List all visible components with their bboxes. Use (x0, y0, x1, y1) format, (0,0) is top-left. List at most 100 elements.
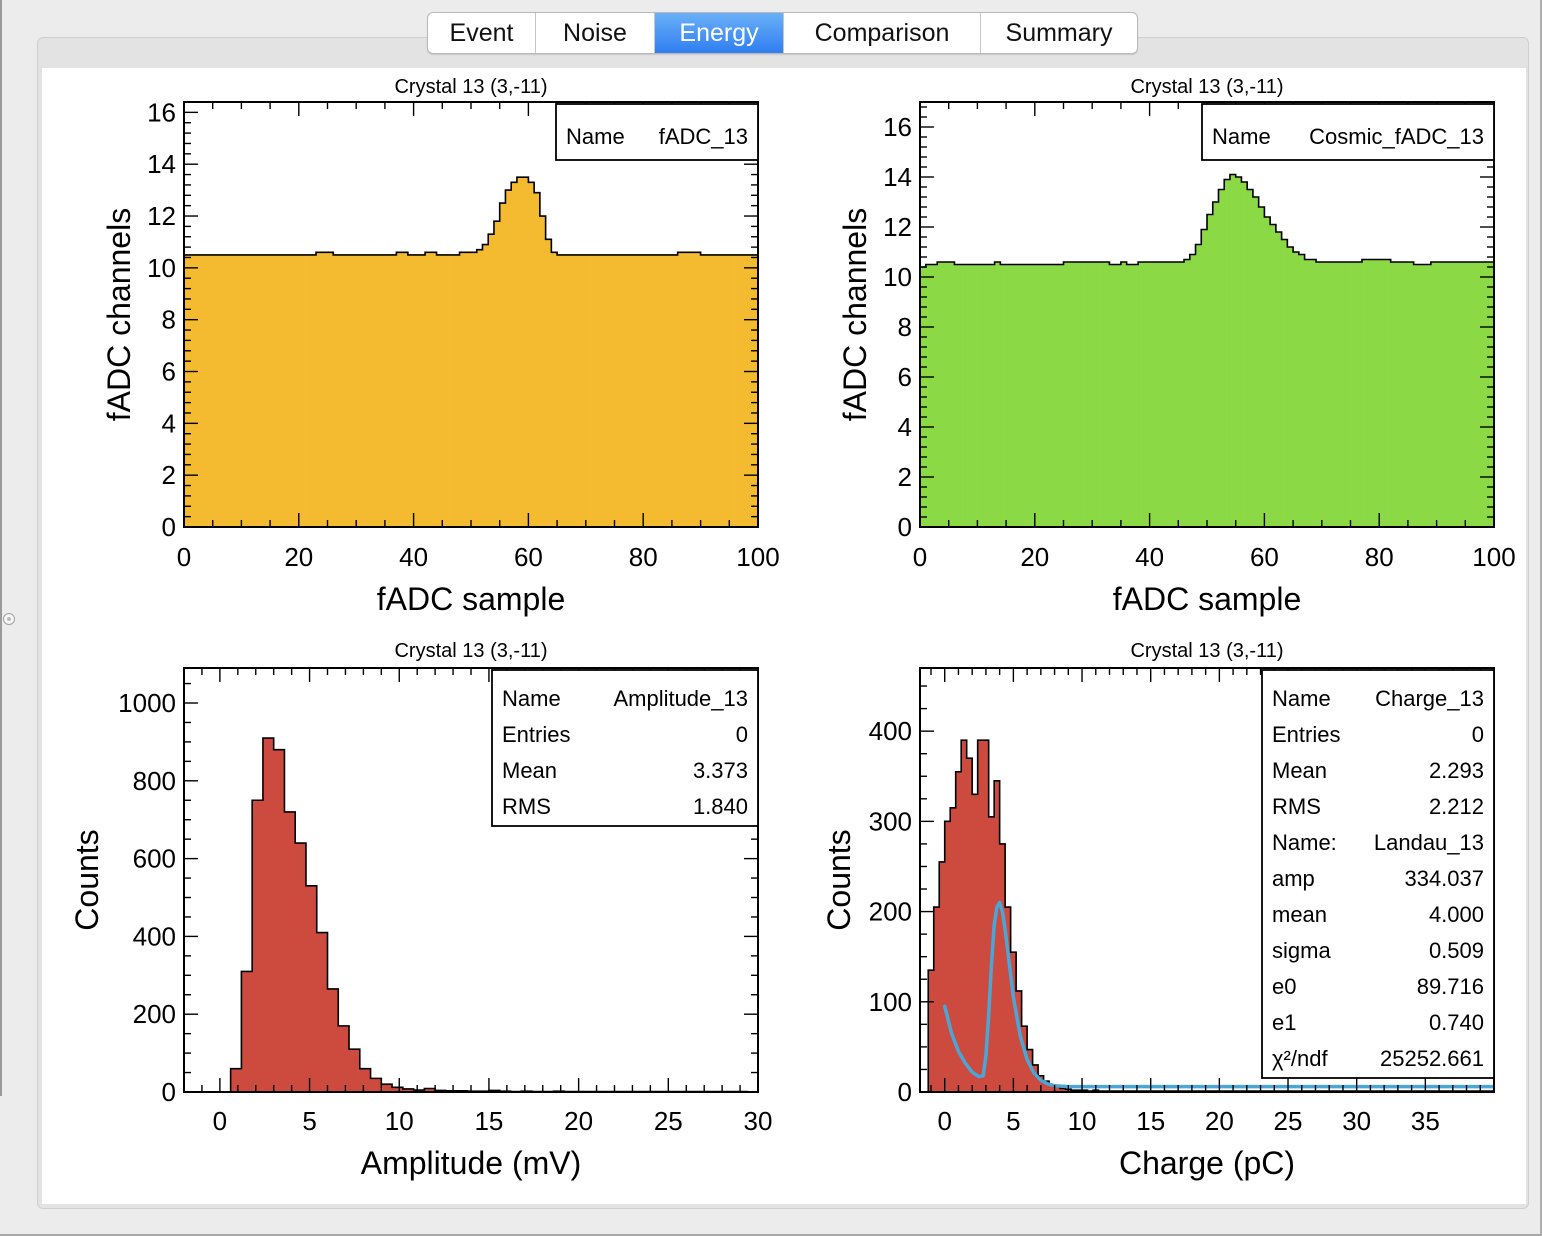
stats-box (1261, 669, 1495, 1079)
histogram-bar (1043, 1081, 1050, 1092)
stats-value: 0 (1472, 722, 1484, 747)
histogram-bar (241, 254, 248, 527)
histogram-bar (643, 254, 650, 527)
histogram-bar (689, 252, 696, 527)
histogram-bar (740, 254, 747, 527)
histogram-bar (293, 254, 300, 527)
histogram-bar (1212, 202, 1219, 527)
y-tick-label: 4 (898, 412, 912, 442)
x-tick-label: 100 (736, 542, 779, 572)
y-tick-label: 4 (162, 408, 176, 438)
histogram-bar (614, 254, 621, 527)
y-tick-label: 300 (869, 806, 912, 836)
tab-event[interactable]: Event (428, 13, 536, 53)
histogram-bar (476, 249, 483, 527)
histogram-bar (212, 254, 219, 527)
histogram-bar (184, 254, 191, 527)
histogram-bar (746, 254, 753, 527)
x-tick-label: 10 (385, 1106, 414, 1136)
x-tick-label: 20 (1020, 542, 1049, 572)
x-tick-label: 15 (474, 1106, 503, 1136)
histogram-bar (453, 254, 460, 527)
y-tick-label: 600 (133, 844, 176, 874)
x-tick-label: 35 (1411, 1106, 1440, 1136)
histogram-bar (275, 254, 282, 527)
stats-label: e1 (1272, 1010, 1296, 1035)
histogram-bar (1281, 239, 1288, 527)
histogram-bar (539, 216, 547, 527)
stats-value: 0.740 (1429, 1010, 1484, 1035)
histogram-bar (1361, 259, 1369, 527)
histogram-bar (298, 254, 305, 527)
splitter-handle[interactable] (3, 613, 15, 625)
histogram-bar (206, 254, 214, 527)
histogram-bar (321, 252, 328, 527)
tab-noise[interactable]: Noise (536, 13, 655, 53)
histogram-bar (390, 254, 397, 527)
histogram-bar (1275, 232, 1283, 527)
histogram-bar (1419, 264, 1426, 527)
histogram-bar (499, 203, 506, 527)
histogram-bar (273, 749, 285, 1092)
histogram-bar (1247, 189, 1254, 527)
histogram-bar (694, 252, 701, 527)
chart-1: 0 20 40 60 80 100 0 2 4 6 8 10 12 14 16 Crystal 13 (3,-… (101, 76, 780, 617)
chart-title: Crystal 13 (3,-11) (394, 76, 547, 98)
histogram-bar (1155, 262, 1162, 527)
x-tick-label: 40 (1135, 542, 1164, 572)
y-axis-label: fADC channels (101, 208, 137, 421)
x-tick-label: 25 (1274, 1106, 1303, 1136)
histogram-bar (1195, 244, 1202, 527)
x-tick-label: 60 (1250, 542, 1279, 572)
histogram-bar (1264, 217, 1271, 527)
histogram-bar (965, 264, 973, 527)
histogram-bar (1482, 262, 1489, 527)
histogram-bar (966, 758, 973, 1092)
tab-energy[interactable]: Energy (655, 13, 784, 53)
x-tick-label: 60 (514, 542, 543, 572)
histogram-bar (482, 244, 489, 527)
histogram-bar (939, 861, 946, 1092)
histogram-bar (1172, 262, 1179, 527)
histogram-bar (983, 264, 990, 527)
histogram-bar (1453, 262, 1460, 527)
y-tick-label: 2 (162, 460, 176, 490)
histogram-bar (752, 254, 758, 527)
histogram-bar (1143, 262, 1150, 527)
stats-value: 0 (736, 722, 748, 747)
tab-comparison[interactable]: Comparison (784, 13, 981, 53)
histogram-bar (511, 182, 518, 527)
histogram-bar (660, 254, 667, 527)
stats-value: Landau_13 (1374, 830, 1484, 855)
histogram-bar (1120, 262, 1128, 527)
stats-box (555, 103, 759, 161)
tab-summary[interactable]: Summary (1005, 19, 1113, 47)
histogram-bar (1425, 264, 1432, 527)
histogram-bar (1218, 189, 1225, 527)
histogram-bar (1080, 262, 1087, 527)
y-tick-label: 14 (147, 149, 176, 179)
y-tick-label: 16 (147, 97, 176, 127)
histogram-bar (534, 192, 541, 527)
stats-value: Cosmic_fADC_13 (1309, 124, 1484, 149)
stats-label: amp (1272, 866, 1315, 891)
histogram-bar (528, 182, 535, 527)
histogram-bar (1000, 264, 1007, 527)
histogram-bar (717, 254, 724, 527)
window-edge-left (0, 0, 2, 1096)
histogram-bar (944, 821, 951, 1092)
histogram-bar (1448, 262, 1455, 527)
histogram-bar (258, 254, 265, 527)
histogram-bar (1471, 262, 1478, 527)
x-tick-label: 0 (937, 1106, 951, 1136)
histogram-bar (994, 780, 1001, 1092)
histogram-bar (955, 771, 962, 1092)
y-tick-label: 6 (898, 362, 912, 392)
histogram-bar (241, 971, 253, 1092)
histogram-bar (1178, 262, 1185, 527)
histogram-bar (603, 254, 610, 527)
histogram-bar (671, 254, 679, 527)
stats-value: 0.509 (1429, 938, 1484, 963)
histogram-bar (1241, 182, 1248, 527)
stats-label: Name (1272, 686, 1331, 711)
